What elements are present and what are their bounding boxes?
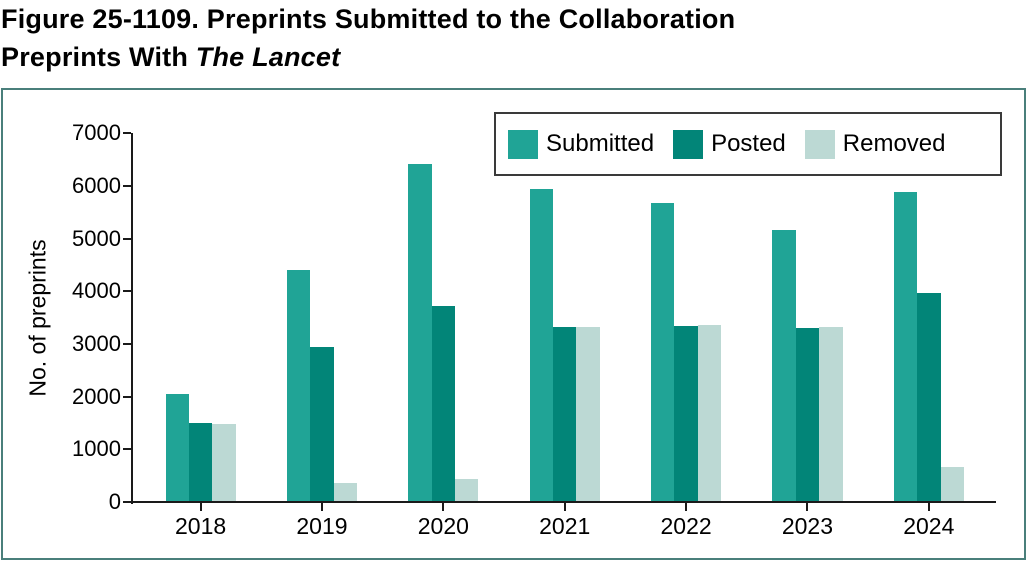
bar-submitted-2024 xyxy=(893,192,918,501)
bar-posted-2022 xyxy=(674,326,698,501)
y-tick-label: 0 xyxy=(108,489,121,514)
bar-posted-2021 xyxy=(553,327,577,501)
bar-submitted-2023 xyxy=(772,230,796,501)
figure-title-line2: Preprints With The Lancet xyxy=(1,38,735,76)
x-axis-line xyxy=(131,501,996,503)
y-tick-mark xyxy=(123,237,131,240)
y-tick-mark xyxy=(123,501,131,503)
bar-submitted-2020 xyxy=(408,164,432,501)
y-tick-label: 4000 xyxy=(72,278,121,304)
y-tick-label: 3000 xyxy=(72,330,121,356)
y-tick-label: 5000 xyxy=(72,225,121,251)
y-tick-label: 7000 xyxy=(72,120,121,146)
figure-title-line2-prefix: Preprints With xyxy=(1,42,196,72)
x-tick-mark xyxy=(806,503,809,511)
legend-swatch-posted xyxy=(673,129,704,159)
figure-title-line2-italic: The Lancet xyxy=(195,42,341,72)
legend-item-submitted: Submitted xyxy=(508,129,655,159)
figure-title-line1: Figure 25-1109. Preprints Submitted to t… xyxy=(1,4,736,34)
y-axis-line xyxy=(131,133,133,504)
legend-label-posted: Posted xyxy=(711,130,786,157)
bar-submitted-2018 xyxy=(165,394,189,501)
legend-swatch-removed xyxy=(804,129,835,159)
bar-removed-2023 xyxy=(819,327,843,501)
legend-label-submitted: Submitted xyxy=(546,130,655,157)
bar-posted-2018 xyxy=(188,423,213,501)
y-tick-label: 1000 xyxy=(72,436,121,462)
x-tick-mark xyxy=(199,503,202,511)
y-tick-mark xyxy=(123,395,131,398)
x-tick-mark xyxy=(442,503,445,511)
legend-swatch-submitted xyxy=(508,129,538,159)
y-tick-mark xyxy=(123,342,131,345)
figure-title: Figure 25-1109. Preprints Submitted to t… xyxy=(1,0,735,76)
x-tick-label-2019: 2019 xyxy=(296,513,348,539)
y-tick-label: 2000 xyxy=(72,383,121,409)
legend-item-removed: Removed xyxy=(804,129,946,159)
y-tick-mark xyxy=(123,290,131,293)
y-tick-mark xyxy=(123,132,131,135)
y-tick-mark xyxy=(123,184,131,187)
bar-posted-2023 xyxy=(795,328,820,501)
bar-submitted-2022 xyxy=(650,203,675,501)
y-tick-mark xyxy=(123,448,131,451)
y-tick-label: 6000 xyxy=(72,172,121,198)
x-tick-label-2024: 2024 xyxy=(903,513,955,539)
bar-removed-2021 xyxy=(576,327,600,501)
bar-removed-2022 xyxy=(697,325,722,501)
bar-posted-2024 xyxy=(917,293,941,501)
x-tick-mark xyxy=(320,503,323,511)
x-tick-label-2020: 2020 xyxy=(417,513,469,539)
legend-item-posted: Posted xyxy=(673,129,786,159)
x-tick-label-2023: 2023 xyxy=(781,513,834,539)
bar-submitted-2019 xyxy=(286,270,311,501)
x-tick-mark xyxy=(927,503,930,511)
bar-posted-2019 xyxy=(310,347,334,501)
x-tick-mark xyxy=(685,503,688,511)
x-tick-label-2021: 2021 xyxy=(539,513,591,539)
bar-removed-2020 xyxy=(455,479,479,501)
bar-submitted-2021 xyxy=(529,189,553,501)
bar-removed-2018 xyxy=(212,424,236,501)
bar-removed-2019 xyxy=(333,483,358,501)
x-tick-label-2022: 2022 xyxy=(660,513,712,539)
x-tick-label-2018: 2018 xyxy=(175,513,227,539)
x-tick-mark xyxy=(563,503,566,511)
legend-label-removed: Removed xyxy=(842,130,946,157)
bar-removed-2024 xyxy=(940,467,964,501)
bar-posted-2020 xyxy=(431,306,456,501)
legend: Submitted Posted Removed xyxy=(494,112,1002,176)
